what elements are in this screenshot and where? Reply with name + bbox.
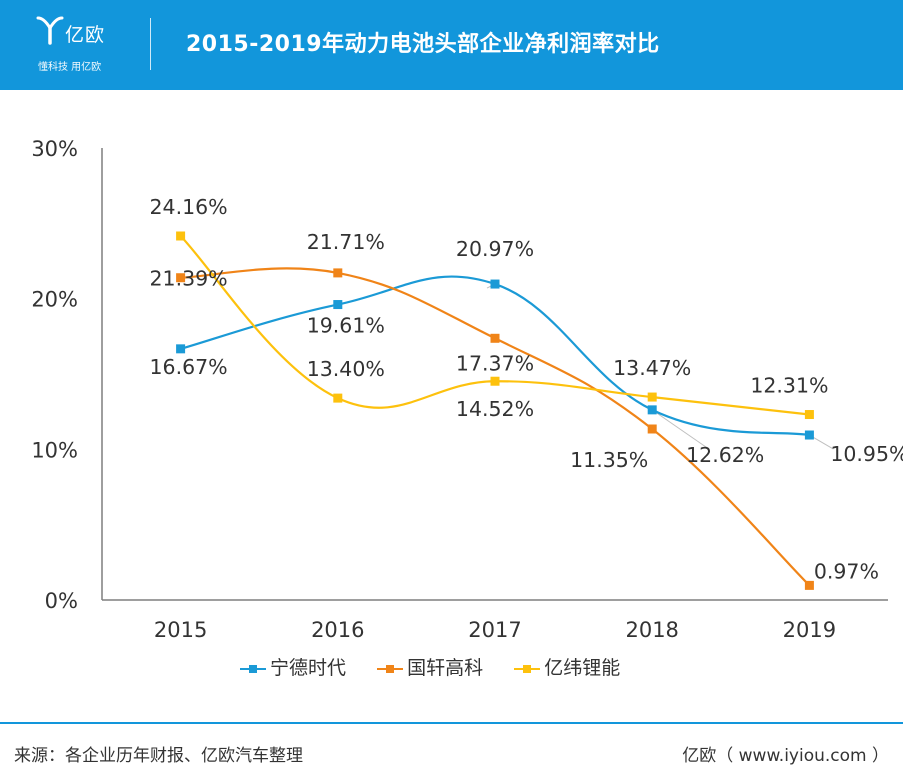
y-tick-label: 10% (31, 438, 78, 462)
logo-slogan: 懂科技 用亿欧 (38, 62, 102, 73)
data-label: 20.97% (456, 237, 534, 261)
data-point-marker (647, 392, 657, 402)
data-label: 12.62% (686, 443, 764, 467)
legend-item-gotion: 国轩高科 (377, 653, 483, 680)
header-divider (150, 18, 151, 70)
data-label: 10.95% (830, 442, 903, 466)
legend-item-catl: 宁德时代 (240, 653, 346, 680)
data-label: 14.52% (456, 397, 534, 421)
data-point-marker (176, 273, 186, 283)
data-point-marker (333, 268, 343, 278)
data-label: 12.31% (750, 374, 828, 398)
legend-label: 国轩高科 (407, 657, 484, 679)
x-tick-label: 2017 (468, 618, 521, 642)
y-tick-label: 30% (31, 137, 78, 161)
x-axis-ticks: 2015 2016 2017 2018 2019 (154, 618, 836, 642)
data-point-marker (804, 580, 814, 590)
data-point-marker (333, 393, 343, 403)
line-chart: 0%10%20%30% 2015 2016 2017 2018 2019 16.67%1… (31, 137, 903, 642)
legend-item-eve: 亿纬锂能 (514, 653, 620, 680)
x-tick-label: 2016 (311, 618, 364, 642)
label-leader-line (651, 409, 708, 449)
legend-swatch-icon (514, 664, 541, 674)
y-tick-label: 20% (31, 288, 78, 312)
footer-credit: 亿欧（ www.iyiou.com ） (682, 746, 889, 766)
data-label: 13.47% (613, 356, 691, 380)
legend-label: 宁德时代 (270, 657, 347, 679)
data-point-marker (176, 344, 186, 354)
data-label: 21.71% (307, 230, 385, 254)
chart-legend: 宁德时代 国轩高科 亿纬锂能 (240, 653, 646, 683)
data-label: 17.37% (456, 351, 534, 375)
data-point-marker (490, 279, 500, 289)
series-line-2 (180, 267, 811, 587)
legend-swatch-icon (377, 664, 404, 674)
data-point-marker (490, 376, 500, 386)
x-tick-label: 2018 (625, 618, 678, 642)
data-point-marker (647, 424, 657, 434)
data-label: 16.67% (150, 355, 228, 379)
data-point-marker (490, 333, 500, 343)
data-label: 11.35% (570, 448, 648, 472)
footer-source: 来源：各企业历年财报、亿欧汽车整理 (14, 746, 303, 766)
footer-rule (0, 722, 903, 724)
x-tick-label: 2015 (154, 618, 207, 642)
series-markers (176, 231, 814, 590)
data-point-marker (176, 231, 186, 241)
legend-swatch-icon (240, 664, 266, 674)
data-label: 21.39% (150, 267, 228, 291)
y-tick-label: 0% (45, 589, 78, 613)
x-tick-label: 2019 (783, 618, 836, 642)
logo-y-icon (36, 16, 64, 45)
data-point-marker (647, 405, 657, 415)
header-banner: 亿欧 懂科技 用亿欧 2015-2019年动力电池头部企业净利润率对比 (0, 0, 903, 90)
data-label: 19.61% (307, 314, 385, 338)
data-point-marker (333, 300, 343, 310)
data-point-marker (804, 410, 814, 420)
series-line-3 (179, 235, 810, 416)
data-label: 0.97% (814, 559, 879, 583)
legend-label: 亿纬锂能 (544, 657, 621, 679)
chart-title: 2015-2019年动力电池头部企业净利润率对比 (186, 32, 660, 57)
data-point-marker (804, 430, 814, 440)
y-axis-ticks: 0% 10% 20% 30% (31, 137, 78, 613)
data-labels: 16.67% 19.61% 20.97% 12.62% 10.95% 21.39% 21.7… (150, 195, 903, 583)
data-label: 13.40% (307, 357, 385, 381)
data-label: 24.16% (150, 195, 228, 219)
logo-name: 亿欧 (65, 24, 106, 46)
